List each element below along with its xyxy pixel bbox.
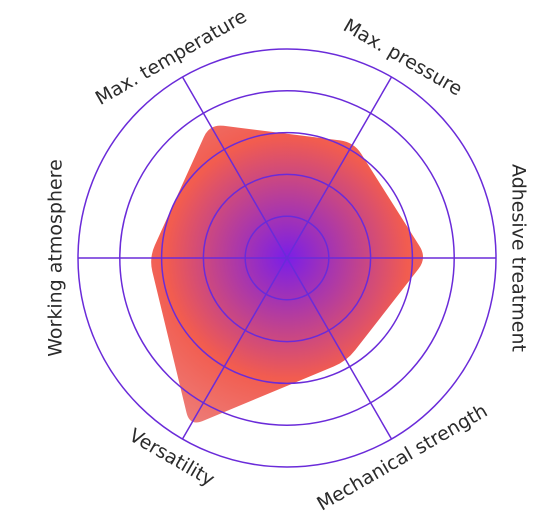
axis-spoke: [286, 76, 393, 259]
axis-label-adhesive-treatment: Adhesive treatment: [508, 164, 530, 352]
axis-spoke: [181, 257, 288, 440]
axis-spoke: [181, 76, 288, 259]
radar-grid: [77, 48, 497, 468]
axis-spoke: [286, 257, 393, 440]
axis-label-max-pressure: Max. pressure: [339, 15, 466, 101]
axis-label-versatility: Versatility: [125, 424, 218, 490]
axis-label-working-atmosphere: Working atmosphere: [45, 159, 67, 357]
data-area-polygon: [151, 125, 424, 423]
